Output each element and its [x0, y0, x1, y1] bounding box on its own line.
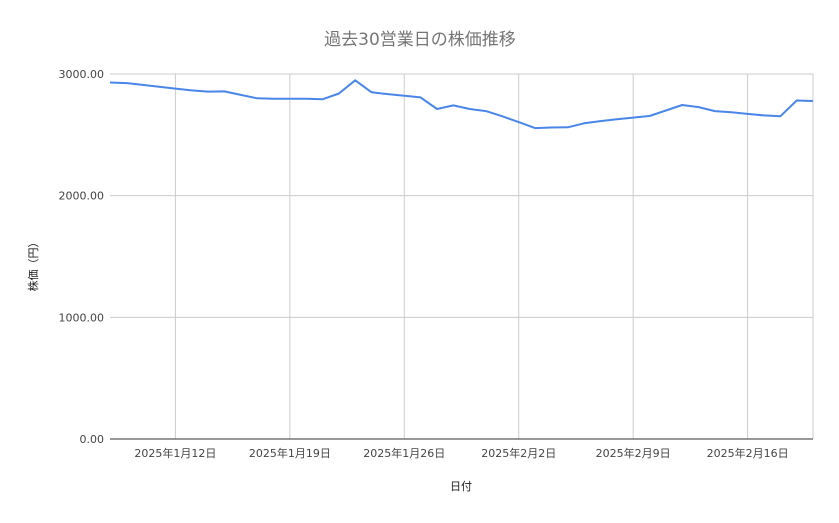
x-tick-label: 2025年2月9日 [596, 446, 671, 460]
x-axis-ticks: 2025年1月12日 2025年1月19日 2025年1月26日 2025年2月2日 2… [134, 446, 788, 460]
series-line [109, 79, 814, 130]
grid-lines [110, 73, 814, 439]
y-tick-label: 0.00 [80, 433, 105, 446]
chart-title: 過去30営業日の株価推移 [324, 30, 516, 50]
y-tick-label: 3000.00 [59, 68, 105, 81]
y-tick-label: 1000.00 [59, 311, 105, 324]
x-axis-label: 日付 [450, 480, 472, 493]
y-tick-label: 2000.00 [59, 190, 105, 203]
series-layer [109, 79, 814, 130]
x-tick-label: 2025年1月26日 [363, 446, 445, 460]
x-tick-label: 2025年1月19日 [249, 446, 331, 460]
y-axis-label: 株価（円） [26, 237, 40, 292]
x-tick-label: 2025年2月16日 [707, 446, 789, 460]
y-axis-ticks: 0.00 1000.00 2000.00 3000.00 [59, 68, 105, 446]
x-tick-label: 2025年2月2日 [481, 446, 556, 460]
x-tick-label: 2025年1月12日 [134, 446, 216, 460]
